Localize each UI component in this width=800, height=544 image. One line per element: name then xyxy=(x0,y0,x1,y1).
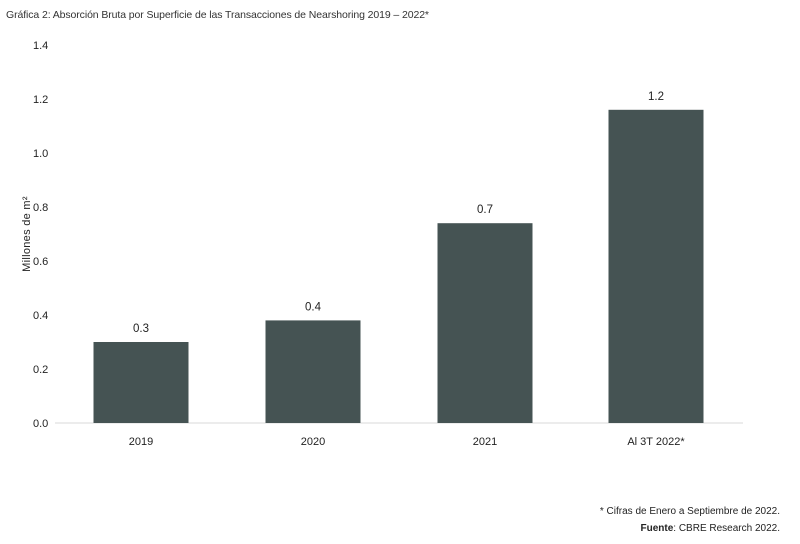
source-label: Fuente xyxy=(640,523,674,534)
bar xyxy=(265,320,361,423)
data-labels: 0.3 0.4 0.7 1.2 xyxy=(133,91,664,335)
chart-title: Gráfica 2: Absorción Bruta por Superfici… xyxy=(6,9,429,21)
source-note: Fuente: CBRE Research 2022. xyxy=(641,523,781,534)
source-text: : CBRE Research 2022. xyxy=(673,523,780,534)
y-axis-ticks: 0.0 0.2 0.4 0.6 0.8 1.0 1.2 1.4 xyxy=(33,40,48,430)
x-axis-ticks: 2019 2020 2021 Al 3T 2022* xyxy=(129,436,686,448)
y-tick-label: 1.0 xyxy=(33,148,48,160)
data-label: 1.2 xyxy=(648,91,664,103)
y-tick-label: 1.2 xyxy=(33,94,48,106)
data-label: 0.7 xyxy=(477,204,493,216)
y-axis-title: Millones de m² xyxy=(21,196,33,272)
bar xyxy=(608,109,704,424)
data-label: 0.4 xyxy=(305,301,322,313)
x-tick-label: Al 3T 2022* xyxy=(627,436,685,448)
x-tick-label: 2020 xyxy=(301,436,325,448)
y-tick-label: 0.0 xyxy=(33,418,48,430)
x-tick-label: 2021 xyxy=(473,436,497,448)
y-tick-label: 0.8 xyxy=(33,202,48,214)
y-tick-label: 0.2 xyxy=(33,364,48,376)
x-tick-label: 2019 xyxy=(129,436,153,448)
footnote: * Cifras de Enero a Septiembre de 2022. xyxy=(599,506,780,517)
bar xyxy=(437,223,533,423)
bars xyxy=(93,109,704,424)
y-tick-label: 0.4 xyxy=(33,310,48,322)
bar xyxy=(93,342,189,423)
y-tick-label: 0.6 xyxy=(33,256,48,268)
data-label: 0.3 xyxy=(133,323,149,335)
y-tick-label: 1.4 xyxy=(33,40,48,52)
